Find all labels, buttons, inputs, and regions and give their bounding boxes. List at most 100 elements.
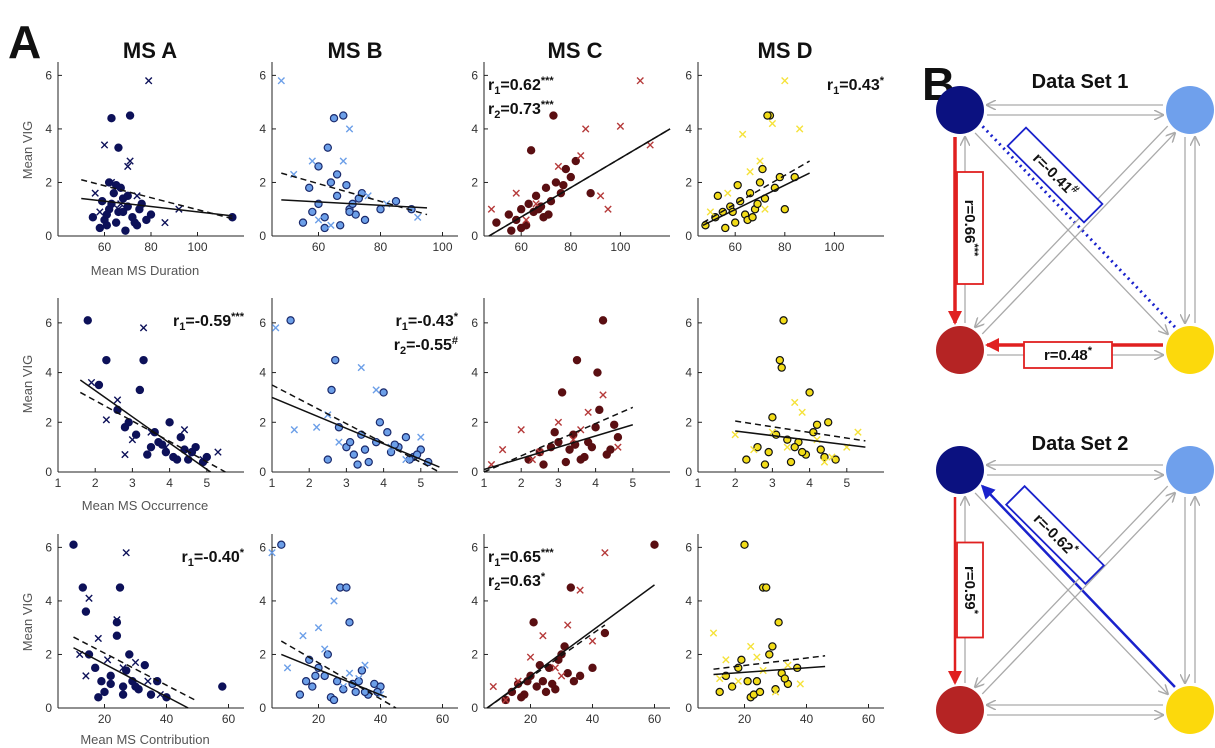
- x-tick-label: 4: [806, 476, 813, 490]
- data-point-dot: [218, 682, 227, 691]
- data-point-cross: [716, 674, 724, 683]
- data-point-dot: [339, 111, 348, 120]
- r-value: =0.63: [500, 573, 541, 590]
- data-point-cross: [557, 672, 566, 680]
- data-point-dot: [342, 180, 351, 190]
- data-point-cross: [121, 450, 129, 459]
- data-point-dot: [172, 455, 182, 464]
- data-point-dot: [768, 413, 777, 422]
- data-point-dot: [107, 114, 116, 123]
- data-point-dot: [146, 210, 156, 219]
- data-point-dot: [146, 690, 156, 699]
- r-symbol: r: [488, 573, 494, 590]
- x-tick-label: 5: [203, 476, 210, 490]
- y-tick-label: 2: [259, 175, 266, 189]
- x-tick-label: 5: [417, 476, 424, 490]
- x-tick-label: 3: [769, 476, 776, 490]
- data-point-cross: [738, 130, 747, 138]
- data-point-dot: [550, 428, 559, 437]
- y-label-row-2: Mean VIG: [20, 355, 35, 414]
- data-point-dot: [327, 385, 336, 395]
- edge-significance: *: [1088, 345, 1093, 357]
- data-point-cross: [372, 386, 380, 394]
- data-point-dot: [69, 540, 78, 549]
- data-point-dot: [595, 405, 604, 415]
- data-point-dot: [81, 607, 91, 616]
- edge-label: r=-0.62*: [1004, 484, 1106, 586]
- data-point-dot: [586, 188, 595, 198]
- data-point-dot: [375, 418, 385, 427]
- fit-line-solid: [702, 172, 810, 226]
- y-tick-label: 2: [685, 175, 692, 189]
- x-tick-label: 2: [306, 476, 313, 490]
- data-point-dot: [737, 655, 746, 665]
- data-point-dot: [345, 618, 354, 627]
- data-point-dot: [504, 210, 513, 219]
- x-tick-label: 4: [166, 476, 173, 490]
- data-point-dot: [301, 677, 311, 686]
- data-point-dot: [165, 418, 174, 427]
- y-tick-label: 0: [471, 465, 478, 479]
- y-tick-label: 2: [259, 415, 266, 429]
- data-point-dot: [360, 445, 370, 454]
- data-point-dot: [610, 420, 619, 429]
- data-point-cross: [96, 208, 104, 216]
- data-point-cross: [604, 205, 612, 213]
- data-point-cross: [131, 658, 140, 667]
- data-point-cross: [771, 688, 780, 696]
- data-point-cross: [599, 391, 607, 399]
- data-point-dot: [332, 170, 342, 179]
- data-point-dot: [557, 388, 567, 397]
- data-point-cross: [601, 549, 609, 557]
- data-point-dot: [517, 693, 526, 702]
- plot-area: [698, 298, 884, 472]
- data-point-dot: [517, 223, 526, 233]
- x-tick-label: 2: [92, 476, 99, 490]
- data-point-cross: [268, 549, 276, 557]
- x-tick-label: 60: [222, 712, 236, 726]
- data-point-cross: [614, 443, 622, 451]
- data-point-cross: [312, 423, 321, 431]
- y-tick-label: 4: [471, 122, 478, 136]
- data-point-cross: [113, 396, 122, 404]
- r-subscript: 1: [494, 557, 500, 569]
- x-tick-label: 20: [524, 712, 538, 726]
- data-point-dot: [123, 191, 132, 201]
- data-point-dot: [102, 221, 112, 230]
- y-tick-label: 2: [685, 415, 692, 429]
- data-point-dot: [591, 423, 600, 432]
- x-tick-label: 80: [144, 240, 158, 254]
- data-point-dot: [765, 650, 774, 659]
- data-point-dot: [120, 423, 130, 432]
- data-point-cross: [161, 218, 169, 227]
- grey-edge: [974, 132, 1168, 334]
- data-point-cross: [798, 408, 806, 417]
- data-point-cross: [139, 324, 148, 332]
- y-tick-label: 4: [259, 594, 266, 608]
- data-point-dot: [771, 430, 781, 439]
- data-point-dot: [111, 180, 121, 190]
- x-tick-label: 4: [592, 476, 599, 490]
- data-point-dot: [161, 447, 171, 457]
- x-tick-label: 60: [729, 240, 743, 254]
- x-tick-label: 1: [269, 476, 276, 490]
- column-title-ms-a: MS A: [123, 38, 177, 63]
- data-point-dot: [805, 388, 814, 397]
- scatter-plot-r1-c4: 0 2 4 6 60 80 100 r1=0.43*: [685, 62, 885, 254]
- data-point-dot: [391, 196, 401, 206]
- data-point-dot: [780, 205, 790, 214]
- data-point-dot: [78, 583, 88, 592]
- data-point-cross: [162, 443, 170, 451]
- data-point-dot: [551, 178, 561, 187]
- grey-edge: [981, 133, 1175, 335]
- data-point-cross: [795, 125, 804, 133]
- data-point-cross: [299, 632, 307, 640]
- data-point-cross: [361, 661, 369, 669]
- data-point-dot: [118, 207, 128, 217]
- y-tick-label: 4: [45, 366, 52, 380]
- data-point-dot: [308, 682, 317, 691]
- x-tick-label: 2: [518, 476, 525, 490]
- y-tick-label: 2: [259, 647, 266, 661]
